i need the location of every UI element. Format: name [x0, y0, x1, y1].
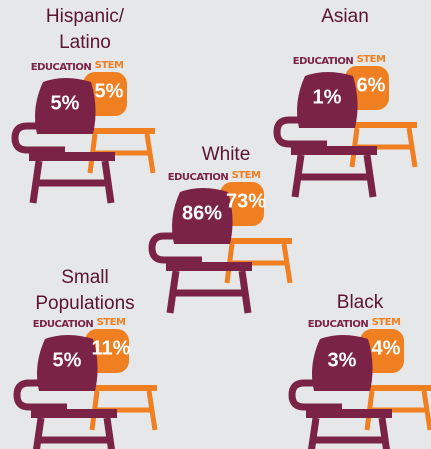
- education-chair-seat: [31, 409, 117, 418]
- education-chair-legs: [291, 154, 377, 198]
- education-chair-back: [37, 335, 98, 391]
- education-label: EDUCATION: [33, 319, 94, 330]
- chairs: [11, 72, 156, 204]
- group-name: White: [202, 144, 251, 165]
- education-chair-arm: [11, 122, 75, 154]
- chairs: [13, 329, 158, 449]
- stem-label: STEM: [357, 54, 386, 65]
- education-chair-seat: [306, 409, 392, 418]
- education-label: EDUCATION: [293, 56, 354, 67]
- chairs: [273, 66, 418, 198]
- education-chair-arm: [273, 116, 337, 148]
- education-label: EDUCATION: [308, 319, 369, 330]
- stem-value: 73%: [226, 190, 266, 212]
- group-name: Asian: [321, 6, 369, 27]
- stem-chair-seat: [85, 385, 157, 391]
- chairs: [288, 329, 431, 449]
- group-name: Latino: [59, 32, 111, 53]
- education-value: 3%: [328, 349, 357, 371]
- education-value: 86%: [182, 202, 222, 224]
- education-chair-legs: [308, 417, 390, 449]
- education-value: 1%: [313, 86, 342, 108]
- education-value: 5%: [53, 349, 82, 371]
- stem-chair-seat: [345, 122, 417, 128]
- education-value: 5%: [51, 92, 80, 114]
- group-name: Small: [61, 267, 109, 288]
- education-chair-arm: [13, 379, 77, 411]
- education-chair-seat: [29, 152, 115, 161]
- education-chair-back: [297, 72, 358, 128]
- education-chair-legs: [166, 270, 252, 314]
- stem-label: STEM: [97, 317, 126, 328]
- stem-chair-seat: [360, 385, 431, 391]
- education-chair-legs: [33, 417, 115, 449]
- stem-value: 4%: [372, 337, 401, 359]
- group-name: Populations: [35, 293, 134, 314]
- education-chair-arm: [148, 232, 212, 264]
- education-label: EDUCATION: [31, 62, 92, 73]
- education-chair-back: [312, 335, 373, 391]
- education-label: EDUCATION: [168, 172, 229, 183]
- education-chair-seat: [166, 262, 252, 271]
- education-chair-legs: [29, 160, 115, 204]
- stem-value: 5%: [95, 80, 124, 102]
- stem-label: STEM: [372, 317, 401, 328]
- group-name: Black: [337, 292, 384, 313]
- stem-value: 11%: [92, 337, 131, 359]
- education-chair-seat: [291, 146, 377, 155]
- chairs: [148, 182, 293, 314]
- group-name: Hispanic/: [46, 6, 125, 27]
- stem-chair-seat: [220, 238, 292, 244]
- stem-label: STEM: [95, 60, 124, 71]
- education-chair-back: [35, 78, 96, 134]
- stem-label: STEM: [232, 170, 261, 181]
- stem-chair-seat: [83, 128, 155, 134]
- education-chair-arm: [288, 379, 352, 411]
- education-chair-back: [172, 188, 233, 244]
- stem-value: 6%: [357, 74, 386, 96]
